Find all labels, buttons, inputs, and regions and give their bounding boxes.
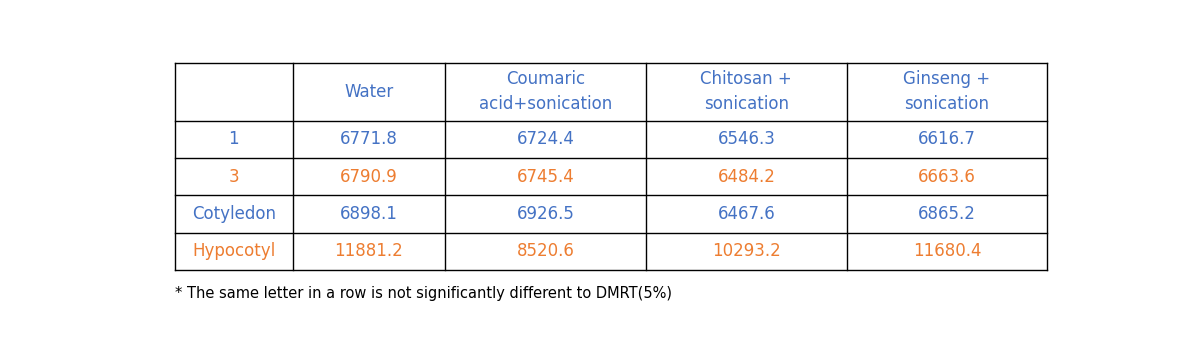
Text: 6865.2: 6865.2	[918, 205, 976, 223]
Text: Chitosan +
sonication: Chitosan + sonication	[700, 70, 792, 113]
Text: 6546.3: 6546.3	[717, 130, 776, 148]
Text: 6663.6: 6663.6	[918, 168, 976, 186]
Text: Coumaric
acid+sonication: Coumaric acid+sonication	[479, 70, 612, 113]
Text: 1: 1	[229, 130, 239, 148]
Text: Water: Water	[344, 83, 394, 101]
Text: * The same letter in a row is not significantly different to DMRT(5%): * The same letter in a row is not signif…	[174, 286, 672, 301]
Text: 3: 3	[229, 168, 239, 186]
Text: Cotyledon: Cotyledon	[192, 205, 276, 223]
Text: 6898.1: 6898.1	[340, 205, 397, 223]
Text: 6926.5: 6926.5	[516, 205, 574, 223]
Text: Hypocotyl: Hypocotyl	[192, 242, 276, 260]
Text: 6790.9: 6790.9	[340, 168, 397, 186]
Text: 6771.8: 6771.8	[340, 130, 397, 148]
Text: 10293.2: 10293.2	[712, 242, 780, 260]
Text: 6484.2: 6484.2	[717, 168, 776, 186]
Text: 6724.4: 6724.4	[516, 130, 574, 148]
Text: 6616.7: 6616.7	[918, 130, 976, 148]
Text: 6745.4: 6745.4	[516, 168, 574, 186]
Text: 8520.6: 8520.6	[516, 242, 574, 260]
Text: 6467.6: 6467.6	[718, 205, 776, 223]
Text: 11680.4: 11680.4	[913, 242, 981, 260]
Text: Ginseng +
sonication: Ginseng + sonication	[903, 70, 990, 113]
Text: 11881.2: 11881.2	[335, 242, 403, 260]
